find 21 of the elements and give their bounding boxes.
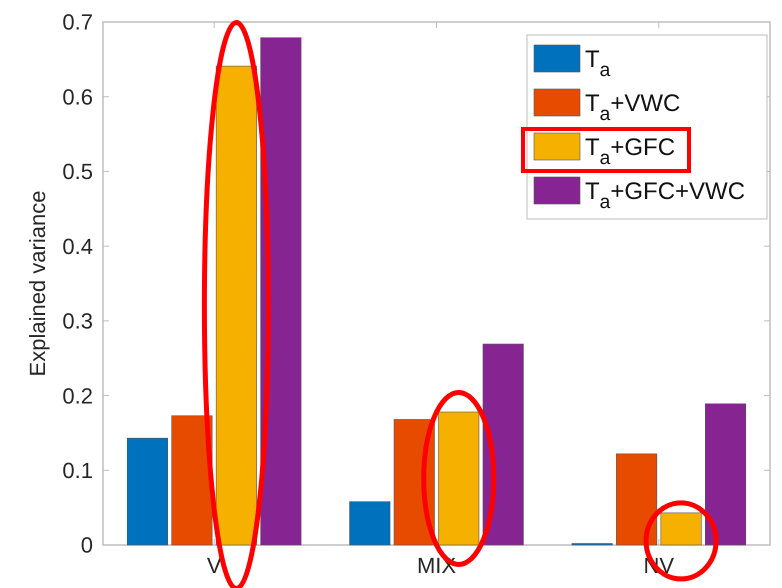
bar [126, 438, 168, 546]
bar [438, 412, 480, 546]
legend-label: T$_{a}$+VWC [585, 90, 680, 125]
y-tick-label: 0 [80, 532, 93, 558]
y-tick-label: 0.2 [62, 383, 93, 408]
legend-label: T$_{a}$+GFC [585, 134, 676, 169]
y-tick-label: 0.4 [62, 234, 93, 259]
bar [660, 512, 702, 546]
y-tick-label: 0.5 [62, 159, 93, 184]
bar [349, 501, 390, 546]
x-tick-label: V [206, 553, 222, 578]
bar [171, 415, 212, 546]
y-tick-label: 0.1 [62, 458, 93, 483]
bar [705, 403, 746, 546]
y-tick-label: 0.7 [62, 10, 93, 35]
y-axis-title: Explained variance [25, 190, 50, 376]
y-tick-label: 0.3 [62, 308, 93, 334]
y-tick-label: 0.6 [62, 84, 93, 110]
legend-label: T$_{a}$ [585, 46, 611, 81]
legend-label: T$_{a}$+GFC+VWC [585, 178, 746, 213]
bar [616, 454, 658, 546]
